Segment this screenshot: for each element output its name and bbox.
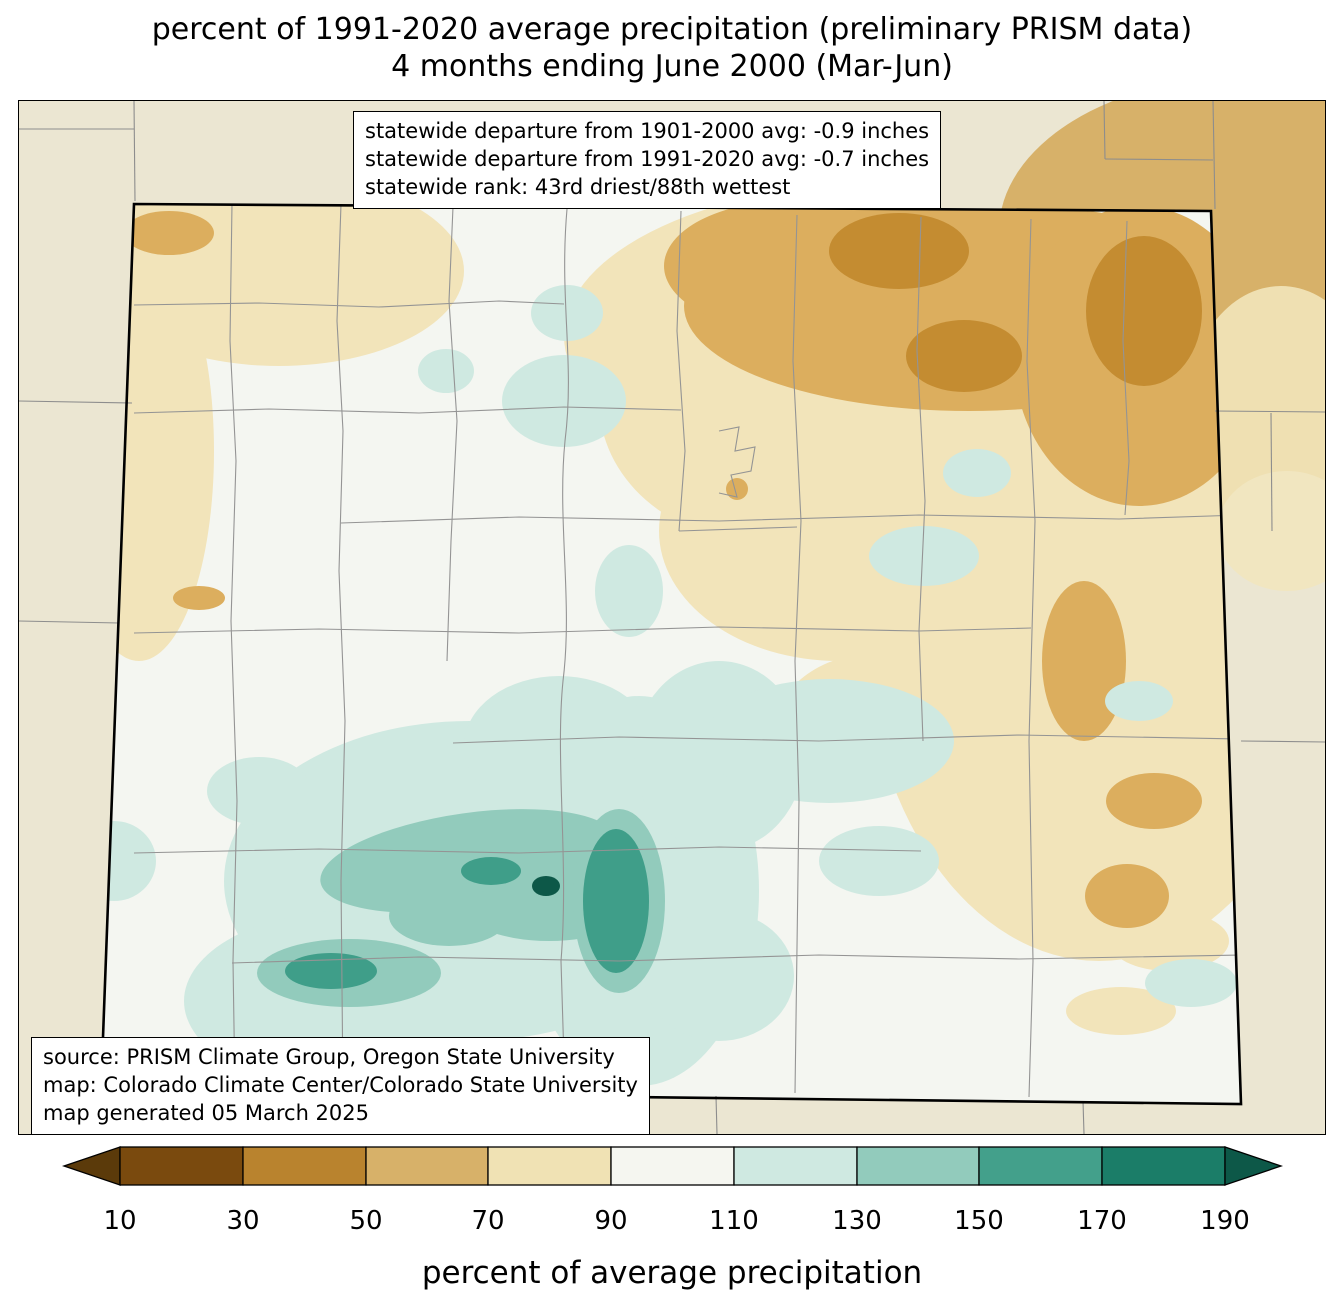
county-lines <box>133 204 1241 1098</box>
colorbar-left-arrow <box>61 1146 121 1186</box>
colorbar-segment <box>610 1146 735 1186</box>
colorbar-tick-label: 170 <box>1077 1206 1127 1236</box>
colorbar-tick-label: 90 <box>594 1206 627 1236</box>
colorbar-right-arrow <box>1224 1146 1284 1186</box>
colorbar-segment <box>242 1146 367 1186</box>
stats-line-departure-1991: statewide departure from 1991-2020 avg: … <box>365 146 930 171</box>
colorbar-tick-label: 30 <box>226 1206 259 1236</box>
colorbar-tick-label: 150 <box>954 1206 1004 1236</box>
generated-date-line: map generated 05 March 2025 <box>43 1100 370 1125</box>
stats-line-rank: statewide rank: 43rd driest/88th wettest <box>365 174 791 199</box>
colorbar-segment <box>1101 1146 1226 1186</box>
colorbar-tick-label: 130 <box>832 1206 882 1236</box>
colorbar-tick-label: 190 <box>1200 1206 1250 1236</box>
colorbar-segment <box>856 1146 980 1186</box>
source-line: source: PRISM Climate Group, Oregon Stat… <box>43 1045 615 1069</box>
stats-line-departure-1901: statewide departure from 1901-2000 avg: … <box>365 119 930 143</box>
colorbar-segment <box>119 1146 244 1186</box>
figure-title-line2: 4 months ending June 2000 (Mar-Jun) <box>391 49 953 84</box>
colorbar-tick-label: 110 <box>709 1206 759 1236</box>
figure-title-line1: percent of 1991-2020 average precipitati… <box>151 12 1193 47</box>
precipitation-shading <box>101 204 1241 1104</box>
colorbar-segment <box>733 1146 858 1186</box>
map-credit-line: map: Colorado Climate Center/Colorado St… <box>43 1072 638 1097</box>
figure-title: percent of 1991-2020 average precipitati… <box>0 12 1344 86</box>
map-frame: statewide departure from 1901-2000 avg: … <box>18 100 1326 1135</box>
colorbar-tick-label: 70 <box>471 1206 504 1236</box>
colorbar-axis-label: percent of average precipitation <box>422 1255 922 1291</box>
colorbar-tick-label: 10 <box>103 1206 136 1236</box>
colorbar-segment <box>487 1146 612 1186</box>
source-credit-box: source: PRISM Climate Group, Oregon Stat… <box>31 1037 650 1135</box>
colorado-precipitation-map <box>19 101 1325 1134</box>
colorbar-tick-label: 50 <box>349 1206 382 1236</box>
colorbar-segment <box>365 1146 489 1186</box>
colorbar-ticks: 10 30 50 70 90 110 130 150 170 190 <box>103 1206 1249 1236</box>
colorbar-bar <box>61 1146 1284 1186</box>
colorbar: 10 30 50 70 90 110 130 150 170 190 perce… <box>61 1146 1284 1291</box>
statewide-stats-box: statewide departure from 1901-2000 avg: … <box>353 111 942 209</box>
colorbar-segment <box>978 1146 1103 1186</box>
